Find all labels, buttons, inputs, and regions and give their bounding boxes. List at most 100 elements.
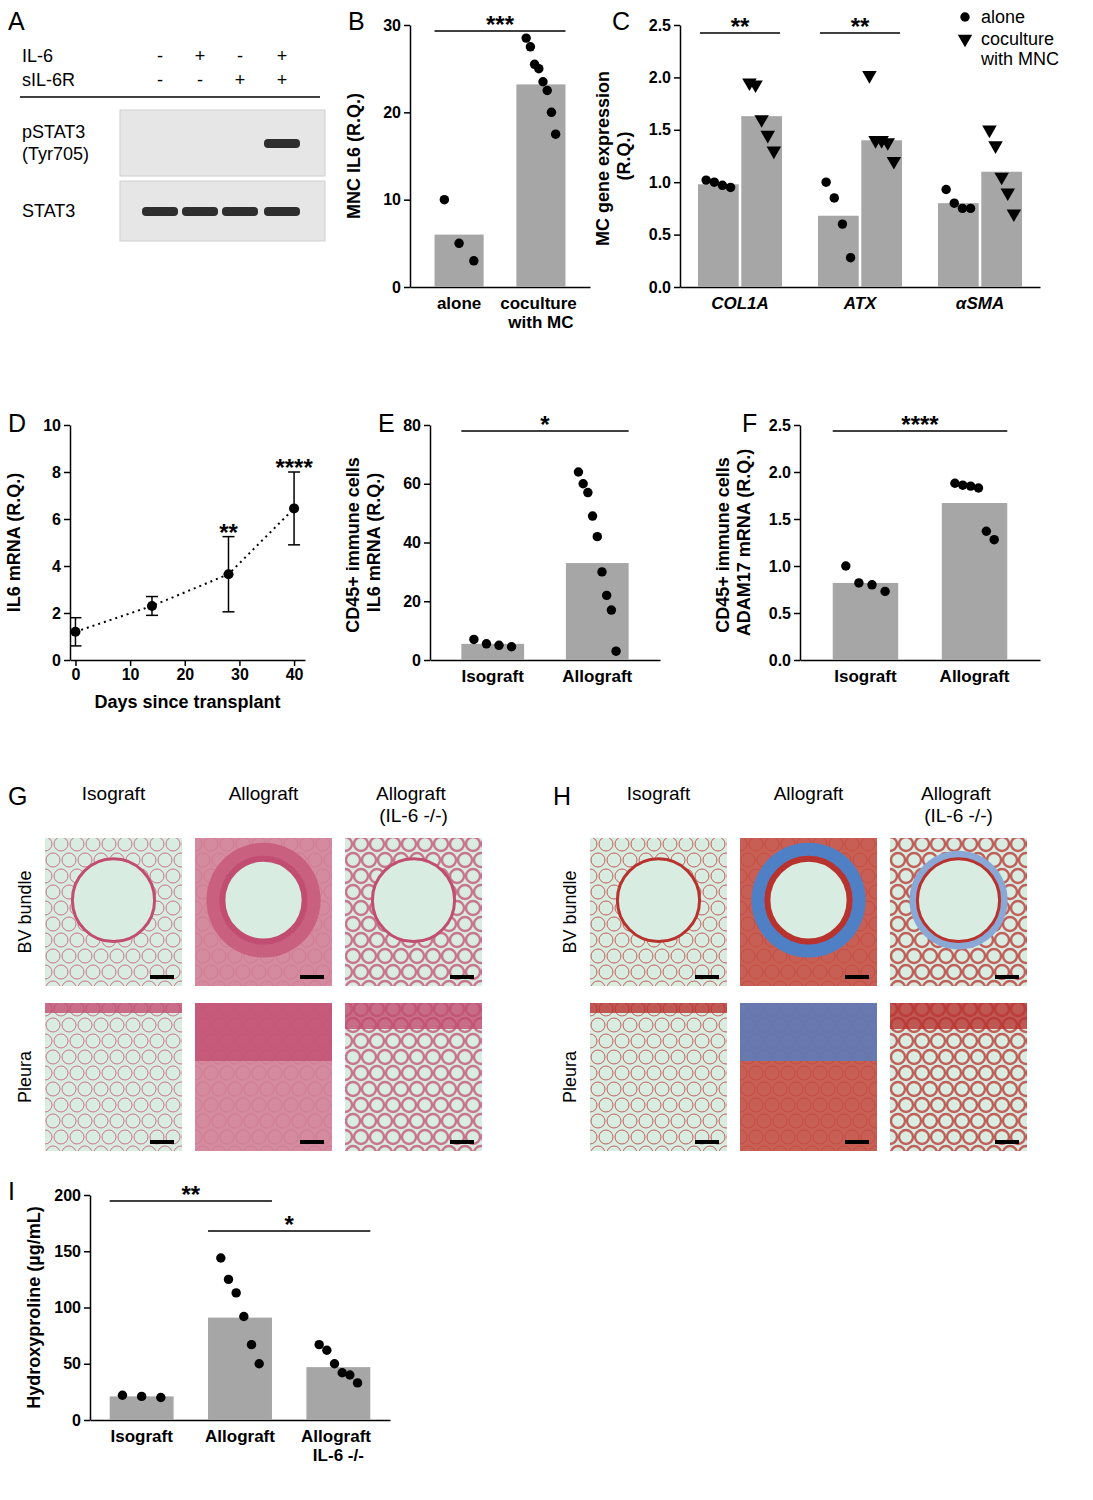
data-point [247,1340,256,1349]
alveolus [979,1098,993,1112]
alveolus [118,1066,132,1080]
pleura [890,1003,1027,1029]
alveolus [591,1114,605,1128]
y-tick: 8 [52,464,70,481]
alveolus [639,1114,653,1128]
bar [833,583,898,660]
alveolus [711,838,725,851]
data-point [353,1378,362,1387]
alveolus [923,1114,937,1128]
alveolus [86,1034,100,1048]
alveolus [394,981,408,986]
legend: alonecoculture with MNC [958,7,1059,69]
alveolus [890,1130,897,1144]
alveolus [78,1114,92,1128]
data-point [726,183,735,192]
treatment-sign: + [277,70,288,90]
y-tick-mark [424,542,430,544]
histology-image [345,1003,482,1151]
alveolus [158,981,172,986]
alveolus [474,981,482,986]
scale-bar [995,975,1019,979]
alveolus [434,965,448,979]
alveolus [174,1050,182,1064]
alveolus [410,981,424,986]
alveolus [126,949,140,963]
alveolus [647,965,661,979]
tissue-infiltrate [740,838,877,986]
alveolus [345,869,352,883]
tissue-background [345,1003,482,1151]
data-point [988,141,1002,154]
alveolus [386,1034,400,1048]
alveolus [54,869,68,883]
data-point [881,138,895,151]
alveolus [174,1146,182,1151]
alveolus [370,965,384,979]
alveolus [655,1050,669,1064]
y-tick-label: 1.0 [769,558,791,575]
x-tick-mark [130,660,132,666]
bar [698,184,739,287]
x-tick-label: αSMA [956,294,1004,313]
alveolus [378,1050,392,1064]
tissue-infiltrate [195,838,332,986]
alveolus [591,949,605,963]
x-tick-mark [185,660,187,666]
bar [981,172,1022,287]
alveolus [899,965,913,979]
alveolus [354,1034,368,1048]
treatment-sign: + [195,46,206,66]
alveolus [45,1034,52,1048]
alveolus [1019,981,1027,986]
alveolus [466,901,480,915]
data-point [578,479,587,488]
alveolus [86,838,100,851]
y-tick: 2.5 [649,17,680,34]
alveolus [890,933,897,947]
tissue-background [590,1003,727,1151]
alveolus [995,1098,1009,1112]
error-bar-cap [70,617,81,619]
x-tick-label: alone [437,294,481,313]
alveolus [54,1098,68,1112]
alveolus [110,949,124,963]
y-axis: 0.00.51.01.52.02.5 [649,17,681,296]
y-tick: 1.0 [769,558,800,575]
column-title: Allograft (IL-6 -/-) [376,783,451,826]
y-tick-label: 2.0 [769,464,791,481]
y-tick-label: 40 [403,534,421,551]
alveolus [631,1066,645,1080]
y-tick-mark [64,425,70,427]
legend-label: alone [981,7,1025,27]
alveolus [591,885,605,899]
alveolus [639,949,653,963]
alveolus [134,1066,148,1080]
x-axis: IsograftAllograft [431,660,661,686]
alveolus [679,1066,693,1080]
data-point [494,641,503,650]
y-tick-mark [424,660,430,662]
alveolus [655,949,669,963]
alveolus [346,1146,360,1151]
error-bar-cap [222,611,234,613]
alveolus [46,1082,60,1096]
plot-area [435,33,566,287]
alveolus [150,1066,164,1080]
alveolus [590,933,597,947]
alveolus [671,1050,685,1064]
y-tick-mark [84,1195,90,1197]
alveolus [607,917,621,931]
alveolus [623,1146,637,1151]
alveolus [923,981,937,986]
alveolus [62,853,76,867]
alveolus [923,949,937,963]
alveolus [663,838,677,851]
alveolus [963,1034,977,1048]
data-point [989,535,998,544]
alveolus [362,949,376,963]
alveolus [915,965,929,979]
y-tick-label: 6 [52,511,61,528]
alveolus [345,1034,352,1048]
alveolus [891,917,905,931]
